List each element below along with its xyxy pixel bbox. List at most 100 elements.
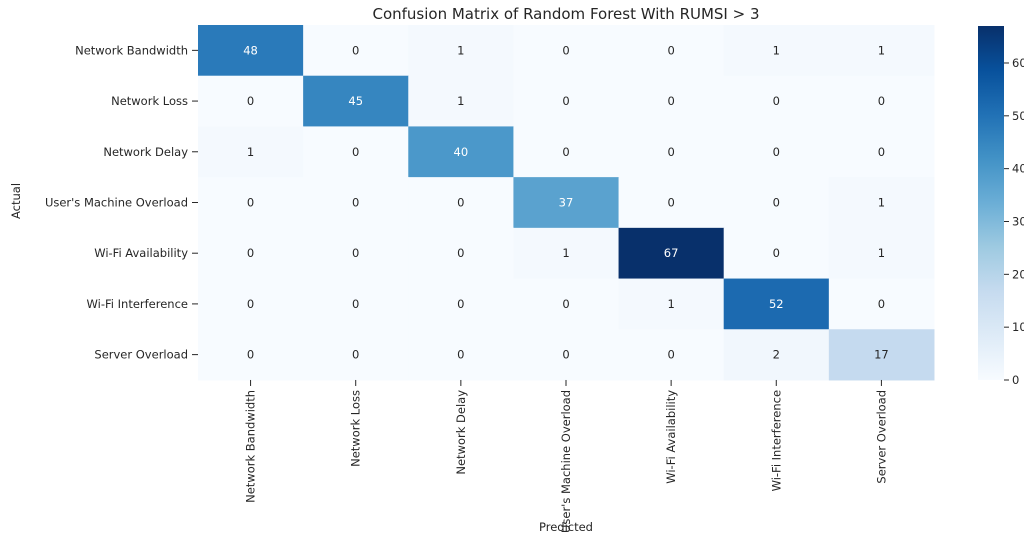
cell-value-label: 2 xyxy=(773,348,780,362)
cell-value-label: 0 xyxy=(247,195,254,209)
cell-value-label: 1 xyxy=(667,297,674,311)
heatmap-cell xyxy=(828,329,935,381)
cell-value-label: 0 xyxy=(667,195,674,209)
colorbar-tick-label: 40 xyxy=(1012,162,1024,176)
cell-value-label: 1 xyxy=(773,43,780,57)
heatmap-cell xyxy=(618,227,725,280)
cell-value-label: 0 xyxy=(457,348,464,362)
cell-value-label: 0 xyxy=(773,94,780,108)
cell-value-label: 1 xyxy=(878,246,885,260)
cell-value-label: 0 xyxy=(562,348,569,362)
x-tick-label: Wi-Fi Availability xyxy=(664,390,678,484)
cell-value-label: 1 xyxy=(457,43,464,57)
cell-value-label: 0 xyxy=(247,297,254,311)
colorbar xyxy=(978,26,1004,380)
cell-value-label: 0 xyxy=(562,43,569,57)
heatmap-cell xyxy=(408,25,514,77)
cell-value-label: 0 xyxy=(878,297,885,311)
heatmap-cell xyxy=(828,126,935,178)
colorbar-ticks: 0 10 20 30 40 50 60 xyxy=(1004,56,1024,387)
cell-value-label: 0 xyxy=(247,94,254,108)
y-tick-label: Wi-Fi Interference xyxy=(87,297,188,311)
cell-value-label: 0 xyxy=(352,195,359,209)
cell-value-label: 0 xyxy=(667,348,674,362)
heatmap-cell xyxy=(198,75,304,127)
cell-value-label: 37 xyxy=(559,195,574,209)
x-tick-label: Server Overload xyxy=(874,390,888,484)
cell-value-label: 0 xyxy=(773,195,780,209)
y-tick-labels: Network Bandwidth Network Loss Network Del… xyxy=(45,43,198,362)
heatmap-cell xyxy=(723,126,830,178)
heatmap-cell xyxy=(303,329,409,381)
heatmap-cell xyxy=(408,126,514,178)
heatmap-cell xyxy=(618,126,725,178)
heatmap-cell xyxy=(513,227,620,280)
cell-value-label: 0 xyxy=(457,297,464,311)
heatmap-cell xyxy=(198,25,304,77)
x-tick-label: Wi-Fi Interference xyxy=(769,390,783,491)
x-tick-labels: Network Bandwidth Network Loss Network Del… xyxy=(244,379,888,533)
cell-value-label: 1 xyxy=(878,195,885,209)
heatmap-cell xyxy=(198,177,304,229)
chart-title: Confusion Matrix of Random Forest With R… xyxy=(372,5,759,23)
y-axis-label: Actual xyxy=(9,183,23,219)
cell-value-label: 0 xyxy=(667,145,674,159)
heatmap-cell xyxy=(303,126,409,178)
cell-value-label: 45 xyxy=(348,94,363,108)
heatmap-cell xyxy=(513,126,620,178)
colorbar-tick-label: 10 xyxy=(1012,320,1024,334)
heatmap-cell xyxy=(618,75,725,127)
heatmap-cell xyxy=(408,227,514,280)
y-tick-label: Network Delay xyxy=(103,145,188,159)
heatmap-cell xyxy=(513,25,620,77)
x-tick-label: Network Bandwidth xyxy=(244,390,258,503)
heatmap-cell xyxy=(198,126,304,178)
heatmap-cell xyxy=(408,177,514,229)
x-axis-label: Predicted xyxy=(539,520,593,534)
cell-value-label: 0 xyxy=(773,145,780,159)
cell-value-label: 0 xyxy=(562,145,569,159)
y-tick-label: User's Machine Overload xyxy=(45,195,188,209)
cell-value-label: 0 xyxy=(457,195,464,209)
cell-value-label: 0 xyxy=(352,246,359,260)
cell-value-label: 0 xyxy=(562,94,569,108)
x-tick-label: User's Machine Overload xyxy=(559,390,573,533)
colorbar-tick-label: 50 xyxy=(1012,109,1024,123)
cell-value-label: 0 xyxy=(247,348,254,362)
heatmap-cell xyxy=(303,227,409,280)
heatmap-cell xyxy=(198,329,304,381)
heatmap-cell xyxy=(513,329,620,381)
cell-value-label: 0 xyxy=(878,145,885,159)
heatmap-cell xyxy=(408,278,514,330)
cell-value-label: 67 xyxy=(664,246,679,260)
heatmap-cell xyxy=(408,329,514,381)
heatmap-cell xyxy=(303,25,409,77)
heatmap-cell xyxy=(828,25,935,77)
y-tick-label: Wi-Fi Availability xyxy=(94,246,188,260)
cell-value-label: 0 xyxy=(667,43,674,57)
colorbar-tick-label: 30 xyxy=(1012,214,1024,228)
cell-value-label: 0 xyxy=(457,246,464,260)
heatmap-cell xyxy=(198,278,304,330)
cell-value-label: 52 xyxy=(769,297,784,311)
cell-value-label: 40 xyxy=(454,145,469,159)
cell-value-label: 0 xyxy=(878,94,885,108)
cell-value-label: 0 xyxy=(352,348,359,362)
heatmap-cell xyxy=(828,177,935,229)
cell-value-label: 48 xyxy=(243,43,258,57)
heatmap-cell xyxy=(303,177,409,229)
colorbar-tick-label: 60 xyxy=(1012,56,1024,70)
cell-value-label: 0 xyxy=(247,246,254,260)
heatmap-cell xyxy=(723,25,830,77)
heatmap-cell xyxy=(513,75,620,127)
cell-value-label: 1 xyxy=(457,94,464,108)
y-tick-label: Network Bandwidth xyxy=(75,43,188,57)
heatmap-cell xyxy=(618,25,725,77)
colorbar-tick-label: 0 xyxy=(1012,373,1019,387)
heatmap-cell xyxy=(723,75,830,127)
cell-value-label: 0 xyxy=(352,43,359,57)
heatmap-cell xyxy=(828,278,935,330)
cell-value-label: 0 xyxy=(352,145,359,159)
heatmap-cell xyxy=(303,75,409,127)
